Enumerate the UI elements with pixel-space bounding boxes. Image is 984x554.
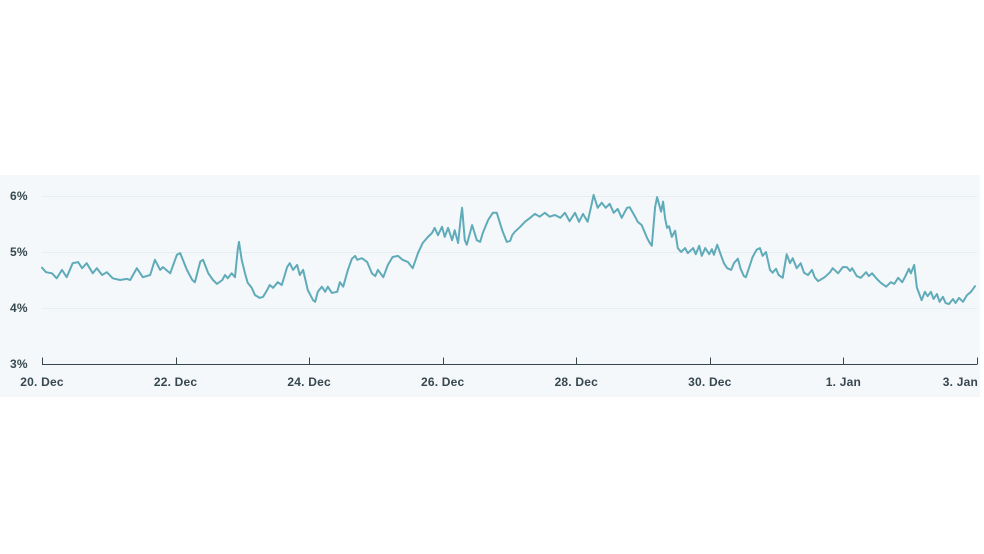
chart-plot-background	[0, 175, 980, 397]
series-line	[41, 193, 976, 306]
